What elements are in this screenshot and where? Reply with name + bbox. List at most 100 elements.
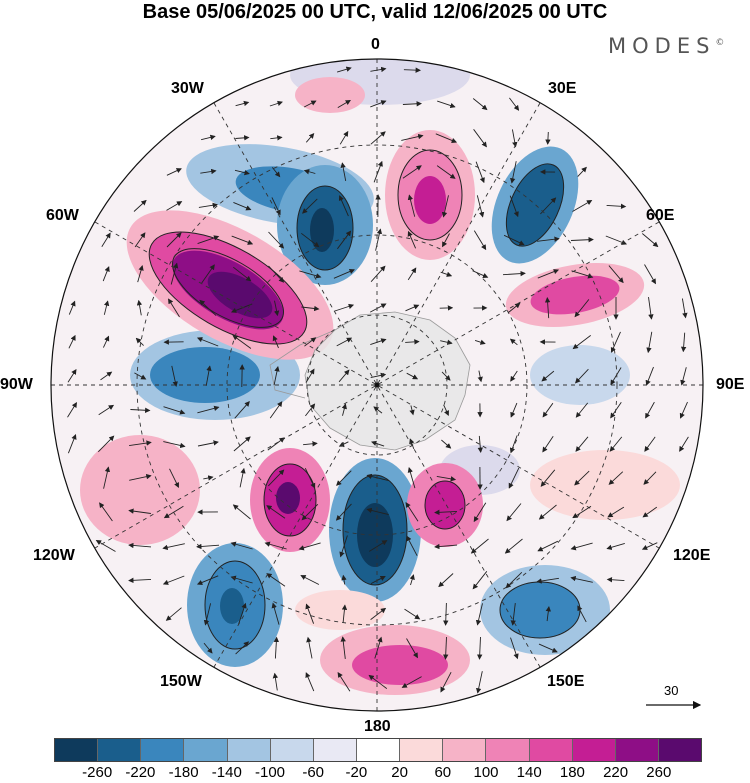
wind-arrow bbox=[199, 299, 217, 316]
wind-arrow bbox=[470, 538, 489, 554]
colorbar-swatch bbox=[615, 739, 659, 761]
colorbar-swatch bbox=[98, 739, 142, 761]
wind-arrow bbox=[305, 603, 315, 624]
wind-arrow bbox=[303, 169, 316, 175]
wind-arrow bbox=[570, 542, 593, 551]
wind-arrow bbox=[436, 475, 457, 482]
wind-arrow bbox=[607, 506, 625, 518]
wind-arrow bbox=[409, 574, 415, 586]
wind-arrow bbox=[305, 133, 315, 143]
wind-arrow bbox=[575, 436, 589, 452]
wind-arrow bbox=[268, 231, 285, 249]
wind-arrow bbox=[239, 467, 246, 488]
wind-arrow bbox=[232, 504, 251, 520]
wind-arrow bbox=[374, 636, 383, 659]
wind-arrow bbox=[572, 335, 591, 350]
wind-arrow bbox=[477, 435, 484, 453]
wind-scale-value: 30 bbox=[664, 683, 679, 698]
lon-label-180: 180 bbox=[364, 718, 391, 735]
colorbar-swatch bbox=[227, 739, 271, 761]
wind-arrow bbox=[306, 636, 313, 659]
wind-arrow bbox=[166, 201, 183, 211]
wind-arrow bbox=[510, 603, 516, 626]
wind-arrow bbox=[273, 366, 280, 386]
wind-arrow bbox=[333, 268, 355, 279]
wind-arrow bbox=[97, 435, 115, 453]
wind-arrow bbox=[235, 135, 250, 141]
wind-arrow bbox=[335, 503, 352, 521]
wind-arrow bbox=[442, 233, 450, 248]
wind-arrow bbox=[540, 469, 556, 487]
wind-arrow bbox=[339, 130, 349, 145]
colorbar-swatch bbox=[313, 739, 357, 761]
wind-arrow bbox=[366, 473, 389, 482]
wind-arrow bbox=[541, 370, 555, 382]
wind-arrow bbox=[232, 334, 252, 349]
wind-arrow bbox=[128, 508, 151, 514]
colorbar-tick-label: -180 bbox=[168, 764, 199, 781]
wind-arrow bbox=[272, 672, 279, 691]
wind-arrow bbox=[645, 366, 654, 386]
colorbar-tick-label: 180 bbox=[559, 764, 585, 781]
wind-arrow bbox=[538, 643, 558, 653]
wind-arrow bbox=[606, 542, 625, 550]
lon-label-120w: 120W bbox=[33, 547, 75, 564]
wind-arrow bbox=[230, 541, 253, 550]
wind-arrow bbox=[168, 298, 180, 318]
wind-arrow bbox=[642, 233, 659, 248]
wind-arrow bbox=[205, 365, 212, 386]
wind-arrow bbox=[434, 509, 458, 516]
colorbar-tick-label: 260 bbox=[646, 764, 672, 781]
map-title: Base 05/06/2025 00 UTC, valid 12/06/2025… bbox=[142, 1, 608, 23]
colorbar-swatch bbox=[572, 739, 616, 761]
wind-arrow bbox=[537, 269, 560, 279]
wind-arrow bbox=[338, 195, 349, 217]
wind-arrow bbox=[508, 302, 521, 313]
wind-arrow bbox=[336, 66, 352, 73]
wind-arrow bbox=[472, 571, 488, 590]
wind-arrow bbox=[304, 337, 317, 347]
wind-arrow bbox=[504, 538, 523, 554]
wind-arrow bbox=[269, 401, 283, 419]
wind-arrow bbox=[402, 165, 422, 179]
wind-arrow bbox=[407, 194, 416, 217]
wind-arrow bbox=[680, 332, 687, 353]
wind-arrow bbox=[233, 266, 252, 282]
wind-arrow bbox=[646, 331, 653, 354]
colorbar-tick-label: 220 bbox=[603, 764, 629, 781]
wind-arrow bbox=[230, 303, 253, 313]
wind-arrow bbox=[441, 195, 449, 218]
wind-arrow bbox=[570, 575, 593, 583]
wind-arrow bbox=[648, 297, 654, 320]
wind-arrow bbox=[169, 468, 179, 489]
wind-arrow bbox=[235, 641, 250, 655]
wind-arrow bbox=[404, 608, 421, 620]
wind-arrow bbox=[134, 232, 146, 248]
wind-arrow bbox=[196, 543, 220, 550]
wind-arrow bbox=[298, 542, 321, 551]
map-border bbox=[50, 58, 704, 712]
wind-arrow bbox=[405, 304, 420, 312]
wind-arrow bbox=[571, 270, 594, 279]
colorbar-tick-label: -20 bbox=[345, 764, 368, 781]
wind-arrow bbox=[273, 636, 280, 659]
wind-arrow bbox=[103, 300, 110, 315]
wind-arrow bbox=[435, 133, 458, 143]
wind-arrow bbox=[234, 169, 250, 176]
wind-arrow bbox=[606, 577, 625, 583]
wind-arrow bbox=[198, 202, 218, 208]
wind-arrow bbox=[509, 195, 519, 218]
wind-arrow bbox=[305, 672, 315, 692]
wind-arrow bbox=[269, 100, 283, 107]
wind-arrow bbox=[301, 305, 320, 312]
colorbar-tick-label: -60 bbox=[302, 764, 325, 781]
wind-arrow bbox=[434, 543, 458, 550]
wind-arrow bbox=[475, 603, 483, 626]
lon-label-0: 0 bbox=[371, 36, 380, 53]
wind-arrow bbox=[406, 372, 419, 380]
wind-arrow bbox=[266, 505, 286, 519]
wind-arrow bbox=[163, 406, 186, 415]
wind-arrow bbox=[610, 331, 621, 353]
wind-arrow bbox=[338, 369, 350, 383]
